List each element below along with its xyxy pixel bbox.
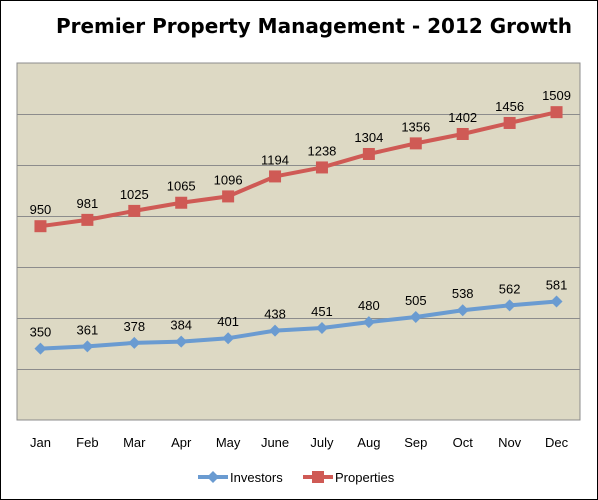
investors-point	[269, 324, 282, 337]
investors-data-label: 581	[546, 277, 568, 292]
properties-data-label: 1065	[167, 179, 196, 194]
x-tick-label: Oct	[453, 435, 474, 450]
x-tick-label: Dec	[545, 435, 569, 450]
properties-data-label: 1402	[448, 110, 477, 125]
investors-data-label: 562	[499, 281, 521, 296]
properties-point	[550, 106, 563, 119]
investors-data-label: 438	[264, 307, 286, 322]
plot-area	[16, 62, 581, 421]
x-tick-label: May	[216, 435, 241, 450]
properties-point	[315, 161, 328, 174]
x-tick-label: Mar	[123, 435, 146, 450]
x-tick-label: Feb	[76, 435, 98, 450]
properties-point	[362, 147, 375, 160]
properties-series-line	[38, 110, 559, 229]
investors-data-label: 378	[123, 319, 145, 334]
properties-data-label: 1304	[354, 130, 383, 145]
properties-point	[175, 196, 188, 209]
investors-data-label: 480	[358, 298, 380, 313]
x-tick-label: Aug	[357, 435, 380, 450]
series-layer	[34, 106, 563, 355]
investors-legend-label: Investors	[230, 470, 283, 485]
x-tick-label: Nov	[498, 435, 522, 450]
chart-title: Premier Property Management - 2012 Growt…	[55, 14, 573, 38]
x-tick-label: Jan	[30, 435, 51, 450]
gridlines	[17, 114, 580, 370]
investors-point	[550, 295, 563, 308]
x-tick-label: Sep	[404, 435, 427, 450]
properties-point	[456, 127, 469, 140]
investors-data-label: 350	[30, 325, 52, 340]
investors-point	[315, 321, 328, 334]
investors-point	[175, 335, 188, 348]
properties-point	[269, 170, 282, 183]
properties-data-label: 1356	[401, 119, 430, 134]
investors-data-label: 505	[405, 293, 427, 308]
investors-legend-marker	[207, 471, 219, 483]
properties-data-label: 981	[77, 196, 99, 211]
properties-data-label: 950	[30, 202, 52, 217]
investors-point	[34, 342, 47, 355]
x-tick-label: July	[310, 435, 334, 450]
investors-point	[456, 304, 469, 317]
investors-data-label: 361	[77, 322, 99, 337]
properties-point	[222, 190, 235, 203]
legend: Investors Properties	[198, 470, 395, 485]
properties-data-label: 1096	[214, 172, 243, 187]
x-tick-label: June	[261, 435, 289, 450]
properties-data-label: 1025	[120, 187, 149, 202]
properties-point	[34, 220, 47, 233]
properties-point	[128, 204, 141, 217]
investors-data-label: 451	[311, 304, 333, 319]
investors-point	[409, 310, 422, 323]
investors-point	[362, 316, 375, 329]
properties-data-label: 1238	[307, 143, 336, 158]
properties-data-label: 1194	[261, 152, 289, 167]
investors-data-label: 384	[170, 318, 192, 333]
properties-point	[409, 137, 422, 150]
x-tick-label: Apr	[171, 435, 192, 450]
investors-data-label: 401	[217, 314, 239, 329]
investors-point	[503, 299, 516, 312]
investors-series-line	[38, 299, 559, 351]
investors-point	[128, 336, 141, 349]
x-tick-labels: Jan Feb Mar Apr May June July Aug Sep Oct Nov Dec	[30, 435, 569, 450]
properties-point	[503, 116, 516, 129]
properties-legend-marker	[312, 471, 324, 483]
properties-data-label: 1456	[495, 99, 524, 114]
investors-point	[81, 340, 94, 353]
investors-point	[222, 332, 235, 345]
data-labels: 350 361 378 384 401 438 451 480 505 538 562 581 950 9…	[30, 88, 571, 339]
investors-data-label: 538	[452, 286, 474, 301]
properties-point	[81, 213, 94, 226]
properties-legend-label: Properties	[335, 470, 395, 485]
properties-data-label: 1509	[542, 88, 571, 103]
